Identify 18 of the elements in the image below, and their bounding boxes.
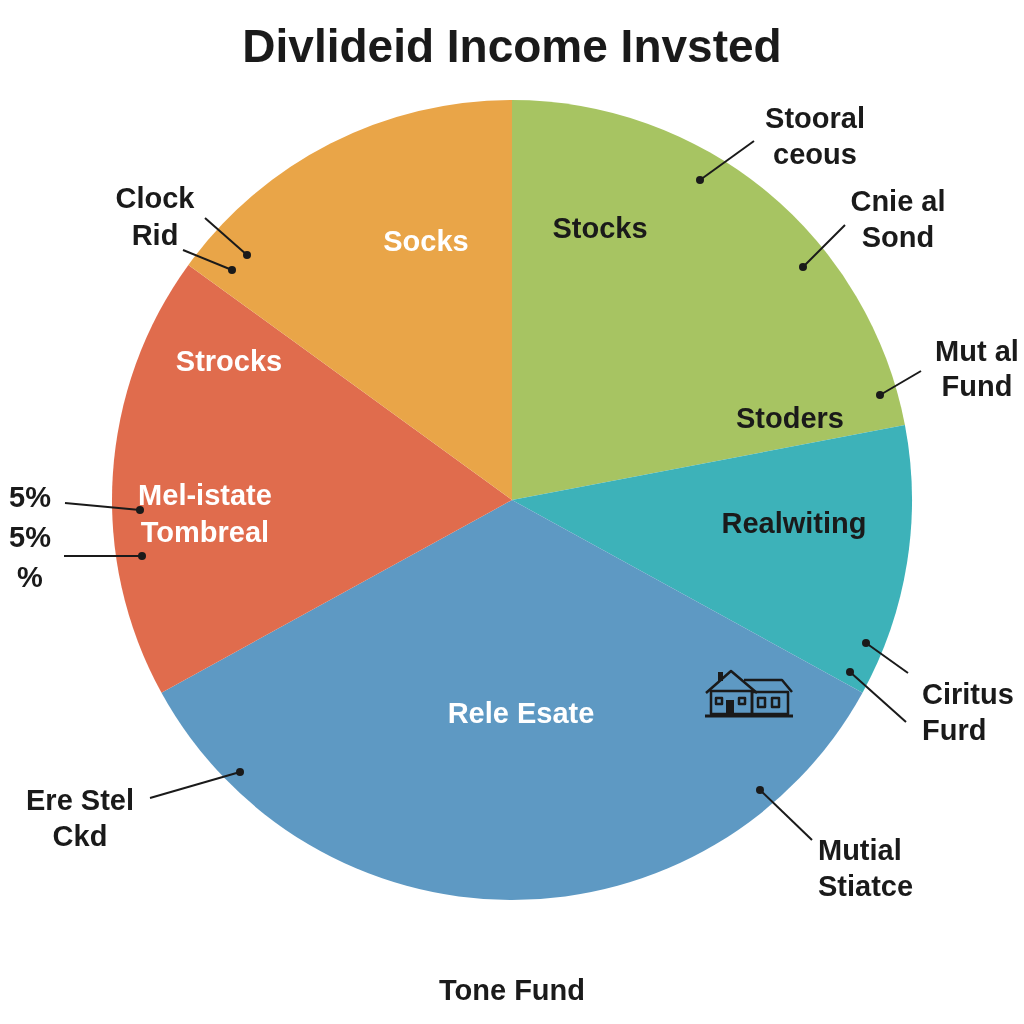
text: Mel-istate Tombreal [138, 479, 272, 548]
text: Cnie al Sond [850, 185, 946, 253]
text: Ciritus Furd [922, 678, 1014, 746]
text: Stooral ceous [765, 102, 865, 170]
text: Mutial Stiatce [818, 834, 914, 902]
chart-title: Divlideid Income Invsted [242, 20, 782, 72]
slice-label: Rele Esate [447, 697, 595, 729]
pie-slice [112, 264, 512, 693]
text: Clock Rid [115, 182, 196, 251]
slice-label: Socks [383, 225, 469, 257]
text: Mut al Fund [935, 335, 1019, 402]
text: Tone Fund [438, 974, 586, 1006]
slice-label: Stocks [552, 212, 648, 244]
slice-label: Realwiting [721, 507, 867, 539]
text: Stoders [736, 402, 844, 434]
text: Ere Stel Ckd [26, 784, 134, 852]
slice-label: Strocks [175, 345, 283, 377]
text: 5% 5% % [9, 481, 52, 593]
